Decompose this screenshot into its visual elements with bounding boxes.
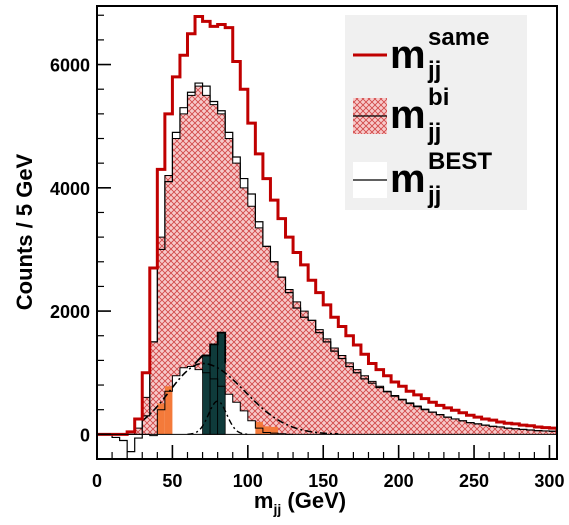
legend-sup-best: BEST — [428, 148, 492, 175]
series-bi-line — [97, 85, 557, 435]
x-tick-label: 250 — [459, 471, 489, 491]
legend-sub-best: jj — [427, 182, 441, 209]
svg-text:m same: m same — [390, 24, 489, 77]
dark-band-bar — [202, 355, 211, 435]
plot-area — [97, 14, 557, 453]
y-tick-label: 2000 — [50, 302, 90, 322]
y-tick-label: 0 — [80, 425, 90, 445]
x-axis-title-main: m — [254, 488, 274, 513]
legend-sup-bi: bi — [428, 84, 449, 111]
signal-white-region — [97, 366, 294, 436]
legend-main-bi: m — [390, 93, 426, 137]
series-same-line — [97, 14, 557, 436]
plot-frame — [96, 5, 558, 460]
legend-entry-same: m same jj — [353, 24, 489, 84]
axis-ticks: 0 50 100 150 200 250 300 0 2000 4000 6000 — [50, 14, 564, 491]
legend-entry-best: m BEST jj — [353, 148, 492, 209]
y-tick-label: 4000 — [50, 179, 90, 199]
legend-main-same: m — [390, 33, 426, 77]
legend: m same jj m bi jj m BEST jj — [345, 15, 527, 210]
x-tick-label: 150 — [308, 471, 338, 491]
legend-sub-bi: jj — [427, 119, 441, 146]
dark-band-bar — [209, 343, 219, 435]
dark-band-bar — [217, 332, 226, 435]
legend-main-best: m — [390, 157, 426, 201]
legend-sub-same: jj — [427, 57, 441, 84]
svg-text:mjj (GeV): mjj (GeV) — [254, 488, 346, 517]
x-axis-title-unit: (GeV) — [287, 488, 346, 513]
orange-band-bar — [262, 426, 271, 435]
orange-band-bar — [157, 403, 165, 435]
x-tick-label: 200 — [384, 471, 414, 491]
svg-text:m bi: m bi — [390, 84, 449, 137]
dash-dot-fit-curve — [141, 362, 339, 435]
x-tick-label: 50 — [162, 471, 182, 491]
signal-region-outline — [97, 366, 294, 437]
x-tick-label: 0 — [92, 471, 102, 491]
dark-band-outline — [194, 331, 227, 365]
orange-band-bar — [270, 426, 278, 435]
x-tick-label: 300 — [534, 471, 564, 491]
orange-band-bar — [164, 386, 173, 435]
x-axis-title-sub: jj — [272, 501, 281, 517]
legend-entry-bi: m bi jj — [353, 84, 449, 146]
legend-sup-same: same — [428, 24, 489, 51]
x-tick-label: 100 — [233, 471, 263, 491]
dash-dot-signal-curve — [187, 400, 248, 435]
svg-text:m BEST: m BEST — [390, 148, 492, 201]
y-axis-title: Counts / 5 GeV — [12, 153, 37, 310]
x-axis-title: mjj (GeV) — [254, 488, 346, 517]
y-tick-label: 6000 — [50, 56, 90, 76]
